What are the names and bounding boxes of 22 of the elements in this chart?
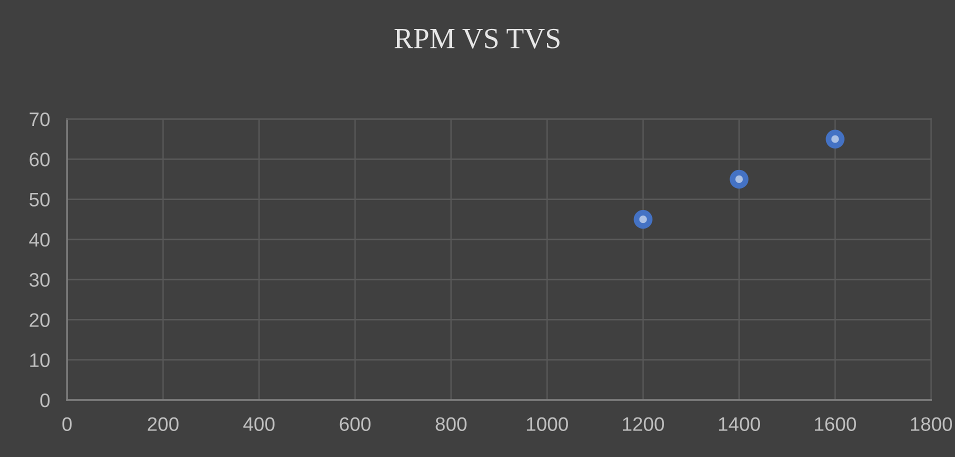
y-tick-label: 10	[30, 353, 50, 368]
x-tick-label: 200	[148, 417, 179, 431]
x-tick-label: 1800	[910, 417, 952, 431]
x-tick-label: 1000	[526, 417, 568, 431]
x-tick-label: 1400	[718, 417, 760, 431]
y-tick-label: 0	[40, 393, 50, 408]
point	[730, 170, 748, 189]
y-tick-label: 40	[29, 232, 50, 247]
y-tick-label: 50	[30, 192, 50, 207]
x-tick-label: 1200	[622, 417, 664, 431]
x-tick-label: 400	[243, 417, 275, 431]
x-tick-label: 800	[436, 417, 467, 431]
point	[634, 210, 652, 229]
x-tick-label: 0	[62, 417, 72, 431]
y-tick-label: 30	[29, 273, 50, 287]
y-tick-label: 70	[30, 112, 50, 126]
x-tick-label: 1600	[814, 417, 856, 431]
y-tick-label: 60	[30, 152, 50, 166]
chart-title: RPM VS TVS	[394, 28, 560, 49]
x-tick-label: 600	[340, 417, 371, 431]
point	[826, 130, 844, 148]
y-tick-label: 20	[30, 313, 50, 327]
